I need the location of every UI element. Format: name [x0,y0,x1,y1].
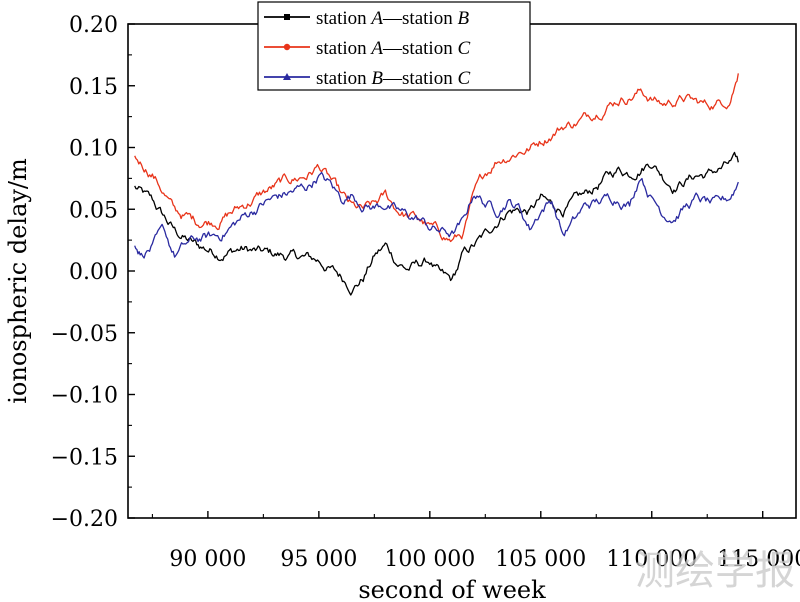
legend-label-3: station B—station C [316,68,470,89]
legend-label-part: A [369,8,383,29]
legend-label-part: B [371,68,383,89]
legend-marker [284,14,290,20]
y-tick-label: 0.15 [69,75,118,100]
y-tick-label: −0.20 [51,507,118,532]
legend-label-part: C [457,38,470,59]
series-line-1 [134,151,739,296]
series-line-2 [134,73,739,243]
x-tick-label: 115 000 [717,547,800,572]
legend-label-part: B [457,8,469,29]
y-tick-label: 0.00 [69,260,118,285]
legend-label-part: —station [382,38,457,59]
legend-label-part: —station [382,8,457,29]
y-tick-label: −0.10 [51,384,118,409]
y-tick-label: −0.05 [51,322,118,347]
y-axis-title: ionospheric delay/m [4,158,32,404]
series-layer [134,73,739,296]
legend-label-2: station A—station C [316,38,470,59]
legend-label-part: C [457,68,470,89]
legend-label-1: station A—station B [316,8,469,29]
legend-marker [283,43,291,51]
x-tick-label: 95 000 [280,547,357,572]
y-tick-label: 0.10 [69,137,118,162]
x-tick-label: 100 000 [384,547,475,572]
x-tick-label: 105 000 [495,547,586,572]
x-axis-title: second of week [358,576,546,602]
legend-label-part: station [316,38,371,59]
legend-marker [283,73,291,80]
legend-label-part: station [316,8,371,29]
legend-label-part: —station [382,68,457,89]
legend-label-part: A [369,38,383,59]
x-tick-label: 110 000 [606,547,697,572]
axes-layer: 0.20 0.15 0.10 0.05 0.00 −0.05 −0.10 −0.15 −0.20… [51,13,800,572]
series-line-3 [134,171,739,259]
x-tick-label: 90 000 [169,547,246,572]
watermark-text: 测绘学报 [635,548,795,594]
y-tick-label: 0.20 [69,13,118,38]
y-tick-label: 0.05 [69,198,118,223]
legend-label-part: station [316,68,371,89]
y-tick-label: −0.15 [51,445,118,470]
